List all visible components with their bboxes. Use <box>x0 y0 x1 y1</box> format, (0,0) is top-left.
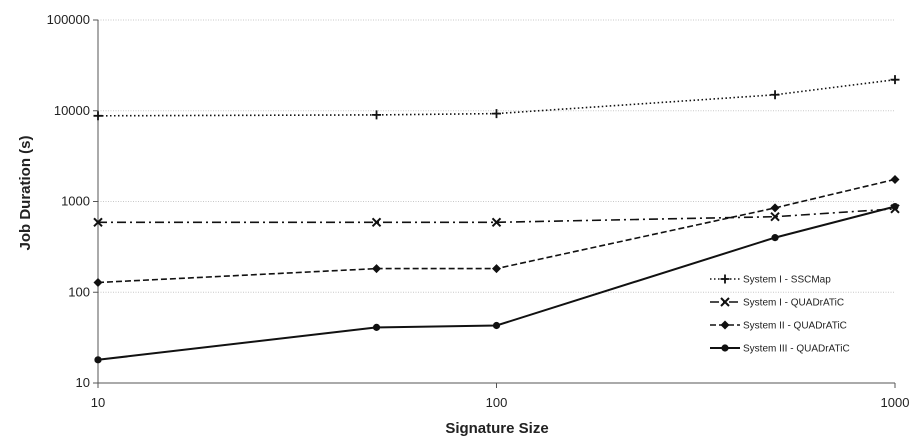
data-point <box>94 356 102 364</box>
series-group <box>93 75 900 364</box>
x-tick-label: 10 <box>91 395 105 410</box>
legend-entry: System II - QUADrATiC <box>710 320 847 332</box>
legend-label: System II - QUADrATiC <box>743 321 847 332</box>
data-point <box>372 110 382 120</box>
x-axis-title: Signature Size <box>445 420 548 437</box>
x-tick-label: 100 <box>486 395 508 410</box>
data-point <box>770 90 780 100</box>
legend-entry: System I - SSCMap <box>710 274 831 286</box>
data-point <box>371 217 382 228</box>
legend-label: System I - QUADrATiC <box>743 298 844 309</box>
data-point <box>492 109 501 119</box>
legend: System I - SSCMap System I - QUADrATiC Sys… <box>710 274 850 355</box>
legend-label: System III - QUADrATiC <box>743 344 850 355</box>
data-point <box>492 264 501 274</box>
data-point <box>771 234 779 242</box>
series-line <box>98 208 896 224</box>
data-point <box>890 174 900 184</box>
data-point <box>491 217 502 228</box>
x-tick-labels: 10 100 1000 <box>91 395 910 410</box>
x-tick-label: 1000 <box>881 395 910 410</box>
y-tick-labels: 10 100 1000 10000 100000 <box>47 12 90 390</box>
data-point <box>770 203 780 213</box>
y-tick-label: 10 <box>76 375 90 390</box>
legend-marker <box>721 344 729 352</box>
data-point <box>93 111 103 121</box>
data-point <box>891 202 899 211</box>
legend-entry: System III - QUADrATiC <box>710 344 850 355</box>
legend-marker <box>720 274 730 284</box>
axes <box>93 19 896 388</box>
data-point <box>492 321 501 330</box>
legend-marker <box>720 320 730 330</box>
legend-entry: System I - QUADrATiC <box>710 297 844 309</box>
data-point <box>770 211 780 222</box>
data-point <box>890 75 900 85</box>
gridlines <box>98 19 895 293</box>
data-point <box>372 264 382 274</box>
y-tick-label: 100 <box>68 284 90 299</box>
data-point <box>372 323 381 331</box>
legend-marker <box>720 297 730 307</box>
series-1 <box>93 75 900 121</box>
series-3 <box>93 174 900 288</box>
y-axis-title: Job Duration (s) <box>17 135 34 250</box>
y-tick-label: 1000 <box>61 194 90 209</box>
legend-label: System I - SSCMap <box>743 275 831 286</box>
y-tick-label: 100000 <box>47 12 90 27</box>
data-point <box>93 278 103 288</box>
data-point <box>93 217 103 228</box>
y-tick-label: 10000 <box>54 103 90 118</box>
series-4 <box>94 202 899 364</box>
